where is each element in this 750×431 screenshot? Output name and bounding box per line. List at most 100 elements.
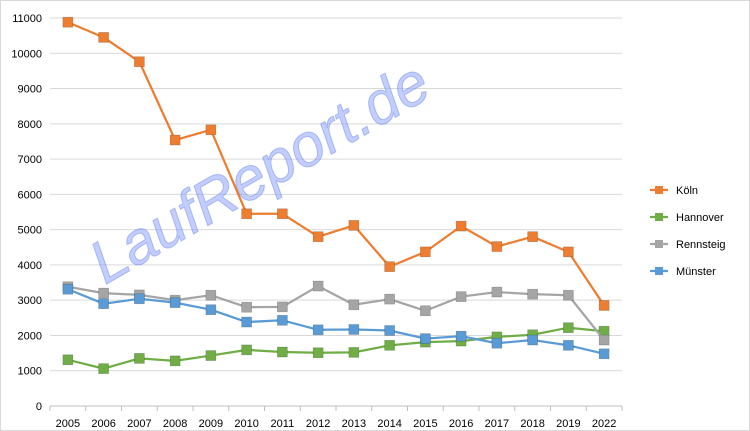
x-tick-2015: 2015 bbox=[413, 418, 437, 430]
data-point-Köln-2015 bbox=[420, 246, 431, 258]
x-tick-2014: 2014 bbox=[377, 418, 401, 430]
data-point-Köln-2018 bbox=[527, 231, 538, 242]
y-tick-8000: 8000 bbox=[18, 119, 42, 131]
grid-lines bbox=[50, 17, 622, 372]
series-Köln bbox=[62, 16, 610, 311]
data-point-Hannover-2019 bbox=[563, 322, 574, 333]
series-line-Münster bbox=[67, 288, 605, 355]
y-tick-labels: 0 1000 2000 3000 4000 5000 6000 7000 8000 9000 100… bbox=[11, 13, 42, 413]
y-tick-3000: 3000 bbox=[18, 295, 42, 307]
x-tick-2010: 2010 bbox=[234, 418, 258, 430]
data-point-Münster-2015 bbox=[420, 333, 431, 344]
data-point-Rennsteig-2019 bbox=[563, 289, 574, 301]
data-point-Köln-2019 bbox=[563, 246, 574, 258]
x-tick-2017: 2017 bbox=[485, 418, 509, 430]
legend-marker bbox=[655, 240, 663, 248]
legend-item-Köln: Köln bbox=[650, 185, 698, 197]
data-point-Hannover-2009 bbox=[205, 350, 217, 361]
data-point-Rennsteig-2022 bbox=[598, 334, 610, 346]
y-tick-7000: 7000 bbox=[18, 154, 42, 166]
data-point-Rennsteig-2014 bbox=[384, 293, 395, 305]
x-tick-2011: 2011 bbox=[271, 418, 295, 430]
watermark-text: LaufReport.de bbox=[78, 48, 441, 296]
data-point-Köln-2013 bbox=[348, 220, 360, 231]
data-point-Köln-2014 bbox=[384, 261, 395, 272]
legend-marker bbox=[655, 267, 663, 275]
data-point-Münster-2011 bbox=[277, 314, 288, 326]
x-tick-2009: 2009 bbox=[199, 418, 223, 430]
series-Hannover bbox=[62, 322, 610, 374]
y-tick-10000: 10000 bbox=[11, 48, 42, 60]
x-tick-2013: 2013 bbox=[342, 418, 366, 430]
data-point-Münster-2006 bbox=[98, 298, 109, 310]
data-point-Münster-2008 bbox=[169, 297, 181, 308]
legend-item-Rennsteig: Rennsteig bbox=[650, 239, 726, 251]
data-point-Hannover-2005 bbox=[62, 354, 74, 366]
series-line-Hannover bbox=[67, 326, 605, 370]
y-tick-9000: 9000 bbox=[18, 84, 42, 96]
data-point-Köln-2005 bbox=[62, 16, 74, 28]
legend-label-Rennsteig: Rennsteig bbox=[676, 239, 726, 251]
x-tick-2018: 2018 bbox=[520, 418, 544, 430]
data-point-Münster-2012 bbox=[312, 324, 324, 336]
legend-label-Hannover: Hannover bbox=[676, 212, 724, 224]
x-tick-2019: 2019 bbox=[556, 418, 580, 430]
data-point-Münster-2016 bbox=[455, 330, 467, 342]
y-tick-6000: 6000 bbox=[18, 189, 42, 201]
y-tick-1000: 1000 bbox=[18, 366, 42, 378]
data-point-Köln-2022 bbox=[598, 300, 610, 311]
data-point-Hannover-2008 bbox=[169, 355, 181, 367]
data-point-Rennsteig-2006 bbox=[98, 287, 109, 299]
data-point-Münster-2005 bbox=[62, 283, 74, 295]
data-point-Münster-2017 bbox=[491, 337, 503, 349]
data-point-Köln-2012 bbox=[312, 231, 324, 242]
data-point-Hannover-2011 bbox=[277, 346, 288, 358]
data-point-Köln-2007 bbox=[134, 56, 145, 68]
data-point-Münster-2009 bbox=[205, 304, 217, 316]
data-point-Münster-2014 bbox=[384, 325, 395, 336]
data-point-Rennsteig-2009 bbox=[205, 289, 217, 301]
data-point-Köln-2009 bbox=[205, 124, 217, 136]
legend-item-Hannover: Hannover bbox=[650, 212, 724, 224]
data-point-Rennsteig-2016 bbox=[455, 291, 467, 302]
legend-marker bbox=[655, 213, 663, 221]
legend-marker bbox=[655, 186, 663, 194]
data-point-Rennsteig-2010 bbox=[241, 301, 252, 313]
series-group bbox=[62, 16, 610, 374]
x-tick-2006: 2006 bbox=[91, 418, 115, 430]
legend-label-Münster: Münster bbox=[676, 266, 716, 278]
series-Münster bbox=[62, 283, 610, 360]
x-tick-2007: 2007 bbox=[127, 418, 151, 430]
data-point-Hannover-2012 bbox=[312, 347, 324, 359]
x-tick-2016: 2016 bbox=[449, 418, 473, 430]
data-point-Rennsteig-2015 bbox=[420, 305, 431, 317]
data-point-Hannover-2010 bbox=[241, 344, 252, 356]
data-point-Münster-2013 bbox=[348, 324, 360, 335]
y-tick-4000: 4000 bbox=[18, 260, 42, 272]
x-tick-2008: 2008 bbox=[163, 418, 187, 430]
legend-item-Münster: Münster bbox=[650, 266, 716, 278]
data-point-Rennsteig-2018 bbox=[527, 288, 538, 300]
data-point-Rennsteig-2011 bbox=[277, 301, 288, 313]
y-tick-11000: 11000 bbox=[12, 13, 42, 25]
series-line-Köln bbox=[67, 21, 606, 307]
data-point-Rennsteig-2013 bbox=[348, 299, 360, 311]
data-point-Münster-2018 bbox=[527, 334, 538, 346]
data-point-Münster-2022 bbox=[598, 348, 610, 360]
data-point-Hannover-2013 bbox=[348, 347, 360, 358]
data-point-Münster-2007 bbox=[134, 293, 145, 305]
legend: Köln Hannover Rennsteig Münster bbox=[650, 185, 726, 278]
data-point-Köln-2011 bbox=[277, 208, 288, 220]
data-point-Köln-2010 bbox=[241, 208, 252, 220]
data-point-Hannover-2007 bbox=[134, 353, 145, 364]
series-line-Rennsteig bbox=[67, 284, 606, 341]
data-point-Hannover-2006 bbox=[98, 363, 109, 374]
data-point-Hannover-2014 bbox=[384, 340, 395, 351]
data-point-Münster-2019 bbox=[563, 340, 574, 351]
data-point-Münster-2010 bbox=[241, 316, 252, 328]
data-point-Köln-2017 bbox=[491, 241, 503, 252]
x-tick-2022: 2022 bbox=[592, 418, 616, 430]
data-point-Rennsteig-2012 bbox=[312, 280, 324, 292]
legend-label-Köln: Köln bbox=[676, 185, 698, 197]
